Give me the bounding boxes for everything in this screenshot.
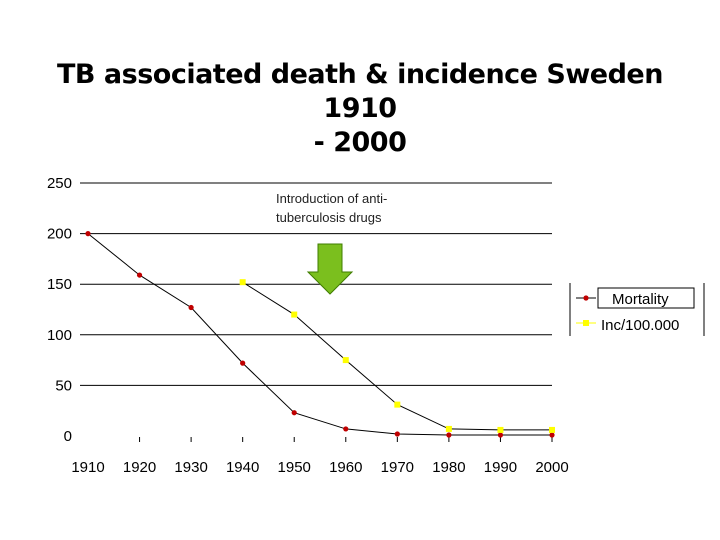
y-tick-label-0: 0	[64, 428, 72, 445]
y-tick-label-250: 250	[47, 175, 72, 192]
annotation-line-1: Introduction of anti-	[276, 191, 387, 206]
chart-title-line-1: TB associated death & incidence Sweden 1…	[57, 59, 663, 124]
legend-selection-box	[597, 287, 695, 309]
point-mortality-1910	[85, 231, 91, 237]
point-mortality-1920	[136, 272, 143, 278]
legend: Mortality Inc/100.000	[569, 283, 705, 336]
y-tick-label-200: 200	[47, 226, 72, 243]
chart-title: TB associated death & incidence Sweden 1…	[40, 58, 680, 160]
x-tick-label-1910: 1910	[71, 459, 104, 476]
x-tick-label-2000: 2000	[535, 459, 568, 476]
x-tick-labels: 1910 1920 1930 1940 1950 1960 1970 1980 1990 2000	[71, 459, 568, 476]
legend-label-incidence: Inc/100.000	[601, 317, 679, 334]
down-arrow-icon	[306, 243, 354, 295]
annotation-line-2: tuberculosis drugs	[276, 210, 382, 225]
point-incidence-1970	[394, 401, 401, 408]
point-incidence-2000	[549, 426, 555, 433]
x-tick-label-1970: 1970	[381, 459, 414, 476]
x-tick-label-1930: 1930	[174, 459, 207, 476]
point-incidence-1980	[445, 425, 452, 432]
x-tick-label-1960: 1960	[329, 459, 362, 476]
y-tick-label-150: 150	[47, 276, 72, 293]
x-tick-label-1950: 1950	[278, 459, 311, 476]
gridlines	[80, 182, 553, 442]
x-tick-label-1920: 1920	[123, 459, 156, 476]
point-mortality-1970	[394, 431, 400, 437]
point-mortality-2000	[549, 432, 555, 438]
point-incidence-1990	[497, 426, 504, 433]
point-mortality-1990	[497, 432, 504, 438]
chart-title-line-2: - 2000	[313, 127, 407, 158]
point-mortality-1930	[188, 304, 194, 311]
x-tick-label-1990: 1990	[484, 459, 517, 476]
series	[85, 231, 555, 438]
annotation: Introduction of anti- tuberculosis drugs	[276, 191, 387, 295]
y-tick-labels: 0 50 100 150 200 250	[47, 175, 72, 445]
point-incidence-1940	[239, 279, 246, 286]
series-line-mortality	[87, 233, 552, 436]
x-tick-label-1940: 1940	[226, 459, 259, 476]
legend-swatch-incidence	[583, 320, 589, 326]
x-tick-label-1980: 1980	[432, 459, 465, 476]
point-mortality-1980	[446, 432, 452, 438]
y-tick-label-50: 50	[55, 377, 72, 394]
point-incidence-1950	[291, 311, 298, 318]
legend-swatch-mortality	[583, 295, 589, 301]
point-incidence-1960	[342, 357, 349, 364]
y-tick-label-100: 100	[47, 327, 72, 344]
point-mortality-1960	[343, 426, 349, 432]
point-mortality-1950	[291, 410, 297, 416]
point-mortality-1940	[240, 360, 246, 366]
legend-label-mortality: Mortality	[612, 291, 669, 308]
